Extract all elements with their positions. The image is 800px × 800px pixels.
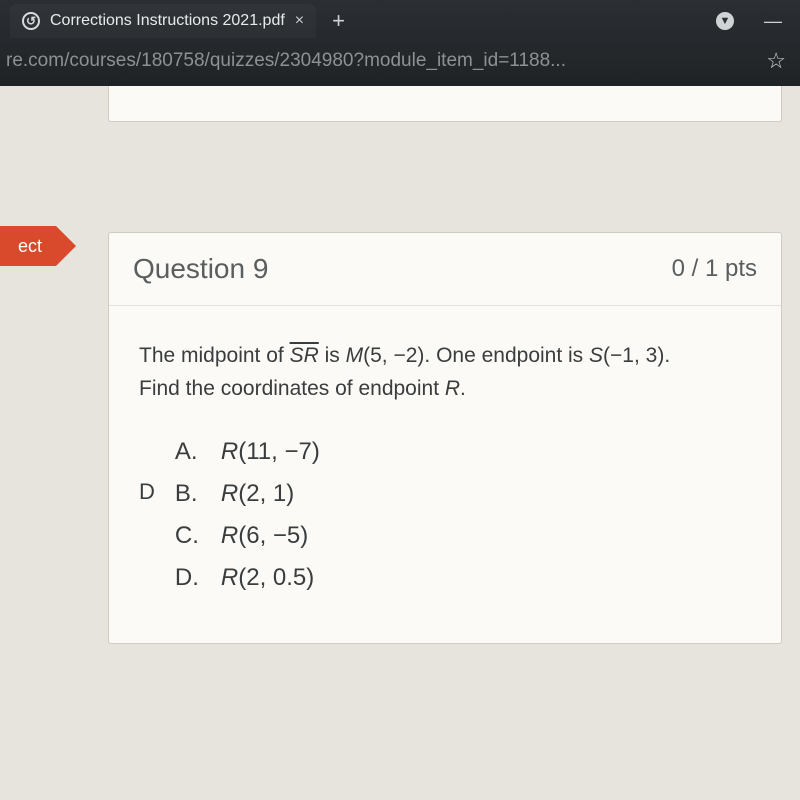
- incorrect-flag: ect: [0, 226, 56, 266]
- prompt-text: is: [319, 344, 346, 367]
- val-s: (−1, 3): [603, 344, 664, 367]
- var-m: M: [346, 344, 364, 367]
- star-icon[interactable]: ☆: [766, 48, 786, 74]
- option-var: R: [221, 522, 238, 549]
- question-header: Question 9 0 / 1 pts: [109, 233, 781, 306]
- option-value: (11, −7): [238, 438, 320, 465]
- option-value: (2, 0.5): [238, 564, 314, 591]
- option-d[interactable]: D. R(2, 0.5): [175, 557, 320, 599]
- option-value: (2, 1): [238, 480, 294, 507]
- answers-row: D A. R(11, −7) B. R(2, 1) C. R(6, −5): [139, 431, 751, 599]
- page-content: ect Question 9 0 / 1 pts The midpoint of…: [0, 86, 800, 800]
- prompt-text: . One endpoint is: [424, 344, 589, 367]
- browser-chrome: ↺ Corrections Instructions 2021.pdf × + …: [0, 0, 800, 86]
- option-label: A.: [175, 431, 203, 473]
- question-prompt: The midpoint of SR is M(5, −2). One endp…: [139, 340, 751, 405]
- option-label: C.: [175, 515, 203, 557]
- flag-label: ect: [18, 236, 42, 256]
- prompt-text: .: [664, 344, 670, 367]
- browser-tab[interactable]: ↺ Corrections Instructions 2021.pdf ×: [10, 4, 316, 38]
- minimize-button[interactable]: —: [756, 11, 790, 32]
- address-bar: re.com/courses/180758/quizzes/2304980?mo…: [0, 42, 800, 86]
- prompt-text: The midpoint of: [139, 344, 290, 367]
- selected-answer: D: [139, 431, 155, 505]
- tab-title: Corrections Instructions 2021.pdf: [50, 12, 285, 30]
- option-label: B.: [175, 473, 203, 515]
- prompt-text: .: [460, 377, 466, 400]
- tab-bar: ↺ Corrections Instructions 2021.pdf × + …: [0, 0, 800, 42]
- option-label: D.: [175, 557, 203, 599]
- question-container: ect Question 9 0 / 1 pts The midpoint of…: [108, 232, 782, 644]
- chevron-down-icon[interactable]: ▼: [716, 12, 734, 30]
- option-value: (6, −5): [238, 522, 308, 549]
- option-b[interactable]: B. R(2, 1): [175, 473, 320, 515]
- option-c[interactable]: C. R(6, −5): [175, 515, 320, 557]
- option-var: R: [221, 480, 238, 507]
- question-body: The midpoint of SR is M(5, −2). One endp…: [109, 306, 781, 643]
- option-var: R: [221, 564, 238, 591]
- question-title: Question 9: [133, 253, 268, 285]
- var-s: S: [589, 344, 603, 367]
- prompt-text: Find the coordinates of endpoint: [139, 377, 445, 400]
- reload-icon: ↺: [22, 12, 40, 30]
- var-r: R: [445, 377, 460, 400]
- question-points: 0 / 1 pts: [672, 255, 757, 283]
- answer-options: A. R(11, −7) B. R(2, 1) C. R(6, −5) D.: [175, 431, 320, 599]
- segment-sr: SR: [290, 344, 319, 367]
- url-text[interactable]: re.com/courses/180758/quizzes/2304980?mo…: [0, 50, 756, 72]
- question-card: Question 9 0 / 1 pts The midpoint of SR …: [108, 232, 782, 644]
- close-icon[interactable]: ×: [295, 12, 304, 30]
- option-var: R: [221, 438, 238, 465]
- previous-card-edge: [108, 86, 782, 122]
- option-a[interactable]: A. R(11, −7): [175, 431, 320, 473]
- new-tab-button[interactable]: +: [326, 8, 351, 34]
- val-m: (5, −2): [363, 344, 424, 367]
